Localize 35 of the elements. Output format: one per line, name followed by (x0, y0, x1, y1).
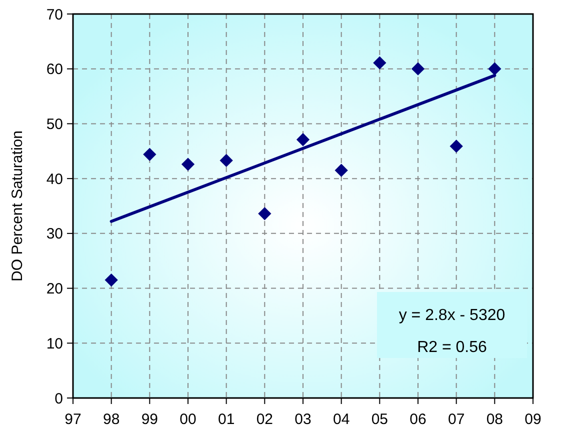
y-tick-label: 30 (46, 226, 63, 243)
annotation: y = 2.8x - 5320 (398, 307, 506, 324)
x-tick-label: 02 (256, 411, 274, 428)
x-tick-label: 05 (371, 411, 388, 428)
x-tick-label: 04 (332, 411, 350, 428)
x-tick-label: 07 (448, 411, 465, 428)
x-tick-label: 09 (524, 411, 542, 428)
point (450, 140, 463, 153)
x-tick-label: 97 (64, 411, 82, 428)
point (220, 154, 233, 168)
x-tick-label: 06 (410, 411, 426, 428)
point (181, 158, 195, 171)
point (373, 56, 386, 70)
annotation: R2 = 0.56 (417, 339, 488, 356)
y-tick-label: 40 (46, 170, 63, 188)
y-tick-label: 20 (46, 280, 63, 298)
point (258, 207, 272, 220)
point (296, 133, 310, 146)
x-tick-label: 98 (102, 411, 120, 428)
y-tick-label: 0 (54, 390, 63, 408)
point (104, 273, 118, 287)
x-tick-label: 03 (294, 411, 312, 428)
x-tick-label: 00 (180, 411, 196, 428)
x-tick-label: 08 (486, 411, 504, 428)
point (488, 62, 502, 76)
point (143, 148, 156, 161)
y-tick-label: 60 (46, 61, 63, 78)
y-tick-label: 70 (46, 6, 63, 24)
x-tick-label: 99 (141, 411, 158, 428)
y-tick-label: 50 (46, 116, 63, 133)
y-tick-label: 10 (46, 335, 63, 352)
x-tick-label: 01 (218, 411, 235, 428)
point (411, 62, 425, 76)
y-axis-title: DO Percent Saturation (9, 130, 26, 282)
point (334, 164, 348, 177)
